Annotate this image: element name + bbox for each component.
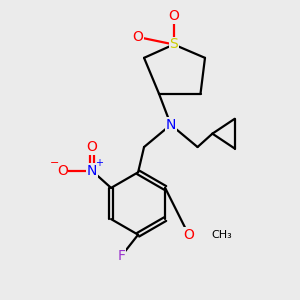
Text: N: N — [166, 118, 176, 132]
Text: CH₃: CH₃ — [211, 230, 232, 240]
Text: O: O — [57, 164, 68, 178]
Text: F: F — [118, 248, 126, 262]
Text: −: − — [50, 158, 60, 168]
Text: O: O — [183, 228, 194, 242]
Text: +: + — [94, 158, 103, 168]
Text: O: O — [87, 140, 98, 154]
Text: O: O — [168, 9, 179, 23]
Text: S: S — [169, 38, 178, 52]
Text: N: N — [87, 164, 97, 178]
Text: O: O — [133, 30, 143, 44]
